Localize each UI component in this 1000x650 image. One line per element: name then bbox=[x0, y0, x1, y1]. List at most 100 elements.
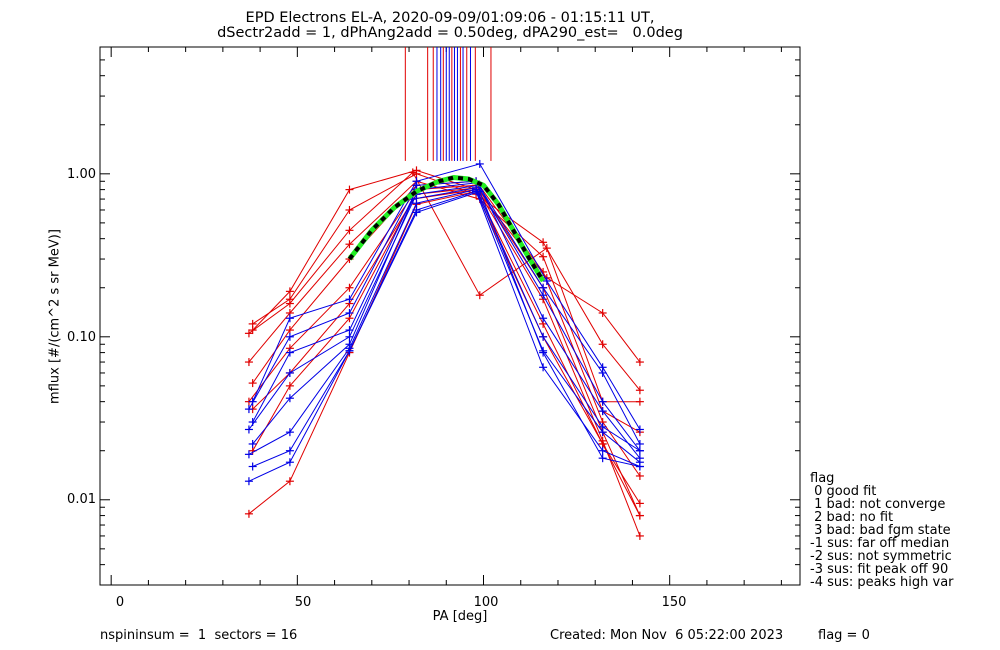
series-line bbox=[252, 190, 641, 467]
series-line bbox=[248, 184, 641, 459]
legend-item: -1 sus: far off median bbox=[810, 536, 950, 551]
data-point-marker bbox=[244, 450, 253, 459]
data-point-marker bbox=[598, 454, 607, 463]
data-point-marker bbox=[345, 332, 354, 341]
data-point-marker bbox=[248, 379, 257, 388]
data-point-marker bbox=[539, 291, 548, 300]
data-point-marker bbox=[244, 425, 253, 434]
data-point-marker bbox=[248, 462, 257, 471]
data-point-marker bbox=[635, 439, 644, 448]
data-point-marker bbox=[539, 332, 548, 341]
data-point-marker bbox=[285, 326, 294, 335]
data-point-marker bbox=[539, 238, 548, 247]
data-point-marker bbox=[345, 346, 354, 355]
x-axis-label: PA [deg] bbox=[432, 609, 488, 624]
data-point-marker bbox=[598, 439, 607, 448]
data-point-marker bbox=[285, 458, 294, 467]
data-point-marker bbox=[408, 168, 417, 177]
data-point-marker bbox=[598, 340, 607, 349]
fit-curve-group bbox=[347, 175, 546, 283]
series-group bbox=[244, 159, 644, 540]
data-point-marker bbox=[412, 208, 421, 217]
data-point-marker bbox=[244, 329, 253, 338]
legend-item: 0 good fit bbox=[810, 484, 877, 499]
data-point-marker bbox=[635, 499, 644, 508]
series-line bbox=[252, 163, 641, 430]
fit-curve-black-dash bbox=[347, 175, 545, 283]
legend-item: -3 sus: fit peak off 90 bbox=[810, 562, 949, 577]
data-point-marker bbox=[598, 407, 607, 416]
series-line bbox=[248, 190, 641, 515]
data-point-marker bbox=[598, 368, 607, 377]
data-point-marker bbox=[345, 185, 354, 194]
data-point-marker bbox=[542, 276, 551, 285]
data-point-marker bbox=[475, 159, 484, 168]
data-point-marker bbox=[285, 394, 294, 403]
data-point-marker bbox=[635, 462, 644, 471]
legend-item: 1 bad: not converge bbox=[810, 497, 946, 512]
data-point-marker bbox=[539, 314, 548, 323]
data-point-marker bbox=[635, 471, 644, 480]
legend-title: flag bbox=[810, 471, 835, 486]
data-point-marker bbox=[244, 358, 253, 367]
data-point-marker bbox=[248, 439, 257, 448]
data-point-marker bbox=[285, 314, 294, 323]
data-point-marker bbox=[285, 332, 294, 341]
series-line bbox=[248, 190, 641, 482]
footer-created: Created: Mon Nov 6 05:22:00 2023 bbox=[550, 628, 784, 643]
data-point-marker bbox=[635, 386, 644, 395]
data-point-marker bbox=[244, 509, 253, 518]
footer-flag: flag = 0 bbox=[818, 628, 870, 643]
x-tick-label: 100 bbox=[473, 595, 499, 610]
plot-frame bbox=[99, 46, 801, 586]
data-point-marker bbox=[285, 446, 294, 455]
plot-border bbox=[99, 46, 801, 586]
x-tick-label: 0 bbox=[115, 595, 125, 610]
axis-ticks bbox=[100, 46, 800, 586]
data-point-marker bbox=[598, 308, 607, 317]
data-point-marker bbox=[285, 381, 294, 390]
x-tick-label: 50 bbox=[294, 595, 312, 610]
series-line bbox=[248, 180, 641, 445]
data-point-marker bbox=[345, 226, 354, 235]
x-tick-label: 150 bbox=[661, 595, 687, 610]
data-point-marker bbox=[539, 363, 548, 372]
data-point-marker bbox=[635, 397, 644, 406]
data-point-marker bbox=[539, 252, 548, 261]
vertical-marker-lines bbox=[404, 47, 492, 161]
data-point-marker bbox=[542, 244, 551, 253]
data-point-marker bbox=[345, 205, 354, 214]
data-point-marker bbox=[539, 283, 548, 292]
y-tick-label: 0.10 bbox=[67, 330, 96, 345]
data-point-marker bbox=[285, 348, 294, 357]
data-point-marker bbox=[285, 428, 294, 437]
y-axis-label: mflux [#/(cm^2 s sr MeV)] bbox=[47, 229, 63, 404]
chart-title-line2: dSectr2add = 1, dPhAng2add = 0.50deg, dP… bbox=[217, 25, 683, 41]
y-tick-label: 1.00 bbox=[67, 167, 96, 182]
series-line bbox=[252, 182, 641, 452]
y-tick-label: 0.01 bbox=[67, 492, 96, 507]
legend-item: -2 sus: not symmetric bbox=[810, 549, 952, 564]
chart-title-line1: EPD Electrons EL-A, 2020-09-09/01:09:06 … bbox=[245, 10, 655, 26]
data-point-marker bbox=[285, 287, 294, 296]
series-line bbox=[252, 187, 641, 452]
legend-item: 2 bad: no fit bbox=[810, 510, 894, 525]
data-point-marker bbox=[635, 425, 644, 434]
series-line bbox=[248, 189, 641, 463]
data-point-marker bbox=[285, 299, 294, 308]
footer-settings: nspininsum = 1 sectors = 16 bbox=[100, 628, 298, 643]
data-point-marker bbox=[244, 477, 253, 486]
data-point-marker bbox=[412, 199, 421, 208]
data-point-marker bbox=[244, 405, 253, 414]
series-line bbox=[248, 171, 640, 403]
data-point-marker bbox=[475, 291, 484, 300]
data-point-marker bbox=[635, 531, 644, 540]
series-line bbox=[252, 169, 641, 363]
legend-item: -4 sus: peaks high var bbox=[810, 575, 954, 590]
data-point-marker bbox=[598, 428, 607, 437]
series-line bbox=[248, 184, 641, 516]
data-point-marker bbox=[345, 240, 354, 249]
data-point-marker bbox=[539, 348, 548, 357]
data-point-marker bbox=[345, 295, 354, 304]
